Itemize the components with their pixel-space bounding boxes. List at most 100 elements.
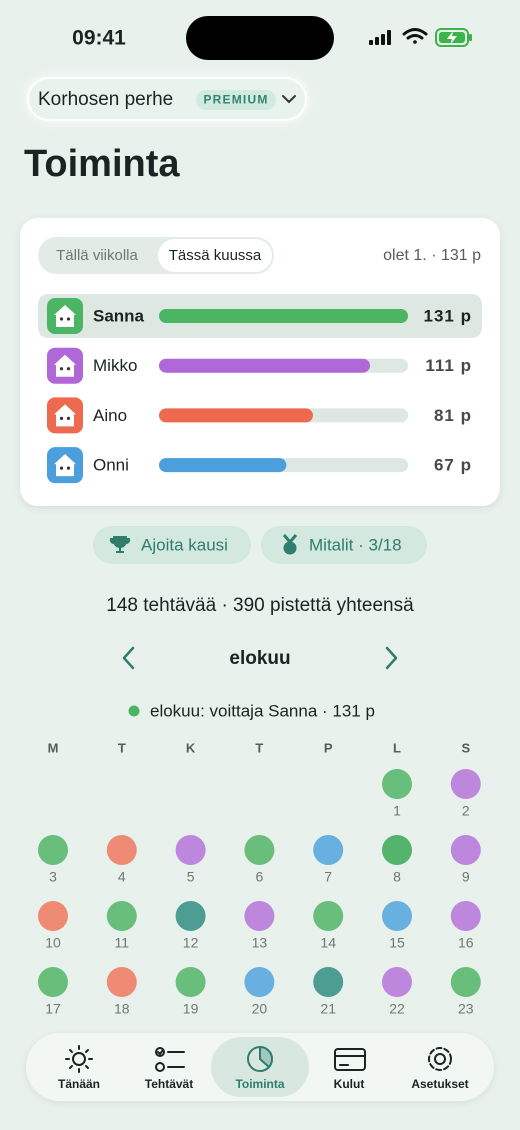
- member-name: Onni: [93, 456, 129, 475]
- weekday-label: L: [393, 740, 401, 755]
- tab-active-bg: [211, 1037, 309, 1097]
- activity-icon: [247, 1045, 274, 1072]
- day-dot[interactable]: [175, 835, 206, 865]
- day-number: 1: [393, 803, 401, 819]
- day-number: 6: [256, 869, 264, 885]
- day-dot[interactable]: [313, 901, 344, 931]
- family-name[interactable]: Korhosen perhe: [38, 89, 173, 110]
- day-dot[interactable]: [38, 835, 68, 865]
- day-number: 19: [183, 1001, 199, 1017]
- month-winner: elokuu: voittaja Sanna · 131 p: [150, 701, 375, 720]
- segment-month[interactable]: Tässä kuussa: [169, 247, 262, 264]
- tasks-icon: [155, 1047, 185, 1072]
- day-number: 13: [252, 935, 268, 951]
- day-number: 14: [320, 935, 336, 951]
- points-bar: [159, 309, 408, 323]
- month-label: elokuu: [229, 648, 290, 669]
- schedule-label[interactable]: Ajoita kausi: [141, 535, 228, 554]
- tab-label[interactable]: Asetukset: [411, 1077, 468, 1091]
- weekday-label: P: [324, 740, 333, 755]
- tab-label[interactable]: Tehtävät: [145, 1077, 193, 1091]
- segment-selected: [158, 239, 272, 272]
- medals-label[interactable]: Mitalit · 3/18: [309, 535, 402, 554]
- avatar-eye: [59, 416, 64, 420]
- day-dot[interactable]: [175, 901, 206, 931]
- next-month[interactable]: [385, 646, 398, 670]
- tab-label[interactable]: Toiminta: [235, 1077, 284, 1091]
- day-dot[interactable]: [450, 769, 481, 799]
- rank-summary: olet 1. · 131 p: [383, 247, 481, 264]
- avatar-eye: [66, 466, 71, 470]
- day-number: 3: [49, 869, 57, 885]
- day-dot[interactable]: [38, 967, 68, 997]
- chevron-down[interactable]: [282, 95, 296, 104]
- day-number: 22: [389, 1001, 405, 1017]
- totals: 148 tehtävää · 390 pistettä yhteensä: [106, 595, 414, 616]
- premium-text: PREMIUM: [203, 93, 268, 107]
- tab-label[interactable]: Kulut: [334, 1077, 365, 1091]
- day-dot[interactable]: [450, 901, 481, 931]
- day-number: 2: [462, 803, 470, 819]
- card-icon: [334, 1048, 366, 1071]
- day-dot[interactable]: [175, 967, 206, 997]
- day-number: 7: [324, 869, 332, 885]
- avatar-house: [54, 305, 76, 327]
- day-dot[interactable]: [450, 835, 481, 865]
- avatar-eye: [59, 317, 64, 321]
- day-number: 16: [458, 935, 474, 951]
- day-dot[interactable]: [313, 835, 344, 865]
- points-bar: [159, 458, 287, 473]
- points-label: 67 p: [434, 456, 472, 475]
- prev-month[interactable]: [122, 646, 135, 670]
- day-dot[interactable]: [106, 967, 137, 997]
- avatar-house: [54, 404, 76, 427]
- weekday-label: M: [48, 740, 59, 755]
- avatar-house: [54, 454, 76, 477]
- dynamic-island: [186, 16, 334, 60]
- member-name: Sanna: [93, 306, 145, 325]
- day-number: 21: [320, 1001, 336, 1017]
- day-dot[interactable]: [382, 901, 412, 931]
- battery-icon: [435, 28, 472, 47]
- avatar-eye: [66, 367, 71, 371]
- tab-label[interactable]: Tänään: [58, 1077, 100, 1091]
- day-number: 10: [45, 935, 61, 951]
- day-dot[interactable]: [244, 835, 275, 865]
- day-dot[interactable]: [313, 967, 344, 997]
- day-dot[interactable]: [244, 901, 275, 931]
- day-number: 8: [393, 869, 401, 885]
- day-dot[interactable]: [382, 967, 412, 997]
- day-dot[interactable]: [106, 901, 137, 931]
- sun-icon: [65, 1045, 93, 1073]
- day-number: 18: [114, 1001, 130, 1017]
- day-number: 15: [389, 935, 405, 951]
- day-number: 20: [252, 1001, 268, 1017]
- premium-badge: [196, 90, 276, 110]
- avatar-eye: [59, 367, 64, 371]
- weekday-label: T: [118, 740, 126, 755]
- day-dot[interactable]: [244, 967, 275, 997]
- weekday-label: S: [461, 740, 470, 755]
- day-dot[interactable]: [382, 835, 412, 865]
- day-number: 12: [183, 935, 199, 951]
- medal-icon: [283, 541, 297, 555]
- points-label: 131 p: [424, 306, 472, 325]
- points-label: 111 p: [425, 356, 472, 375]
- day-dot[interactable]: [106, 835, 137, 865]
- signal-icon: [369, 30, 391, 45]
- trophy-icon: [109, 536, 131, 553]
- day-dot[interactable]: [382, 769, 412, 799]
- avatar-house: [54, 354, 76, 377]
- points-bar: [159, 358, 370, 373]
- status-time: 09:41: [72, 27, 126, 50]
- day-number: 23: [458, 1001, 474, 1017]
- day-dot[interactable]: [450, 967, 481, 997]
- medals-button[interactable]: [261, 526, 427, 564]
- schedule-button[interactable]: [93, 526, 251, 564]
- page-title: Toiminta: [24, 143, 180, 185]
- day-dot[interactable]: [38, 901, 68, 931]
- segment-week[interactable]: Tällä viikolla: [56, 247, 138, 264]
- winner-dot: [128, 705, 140, 717]
